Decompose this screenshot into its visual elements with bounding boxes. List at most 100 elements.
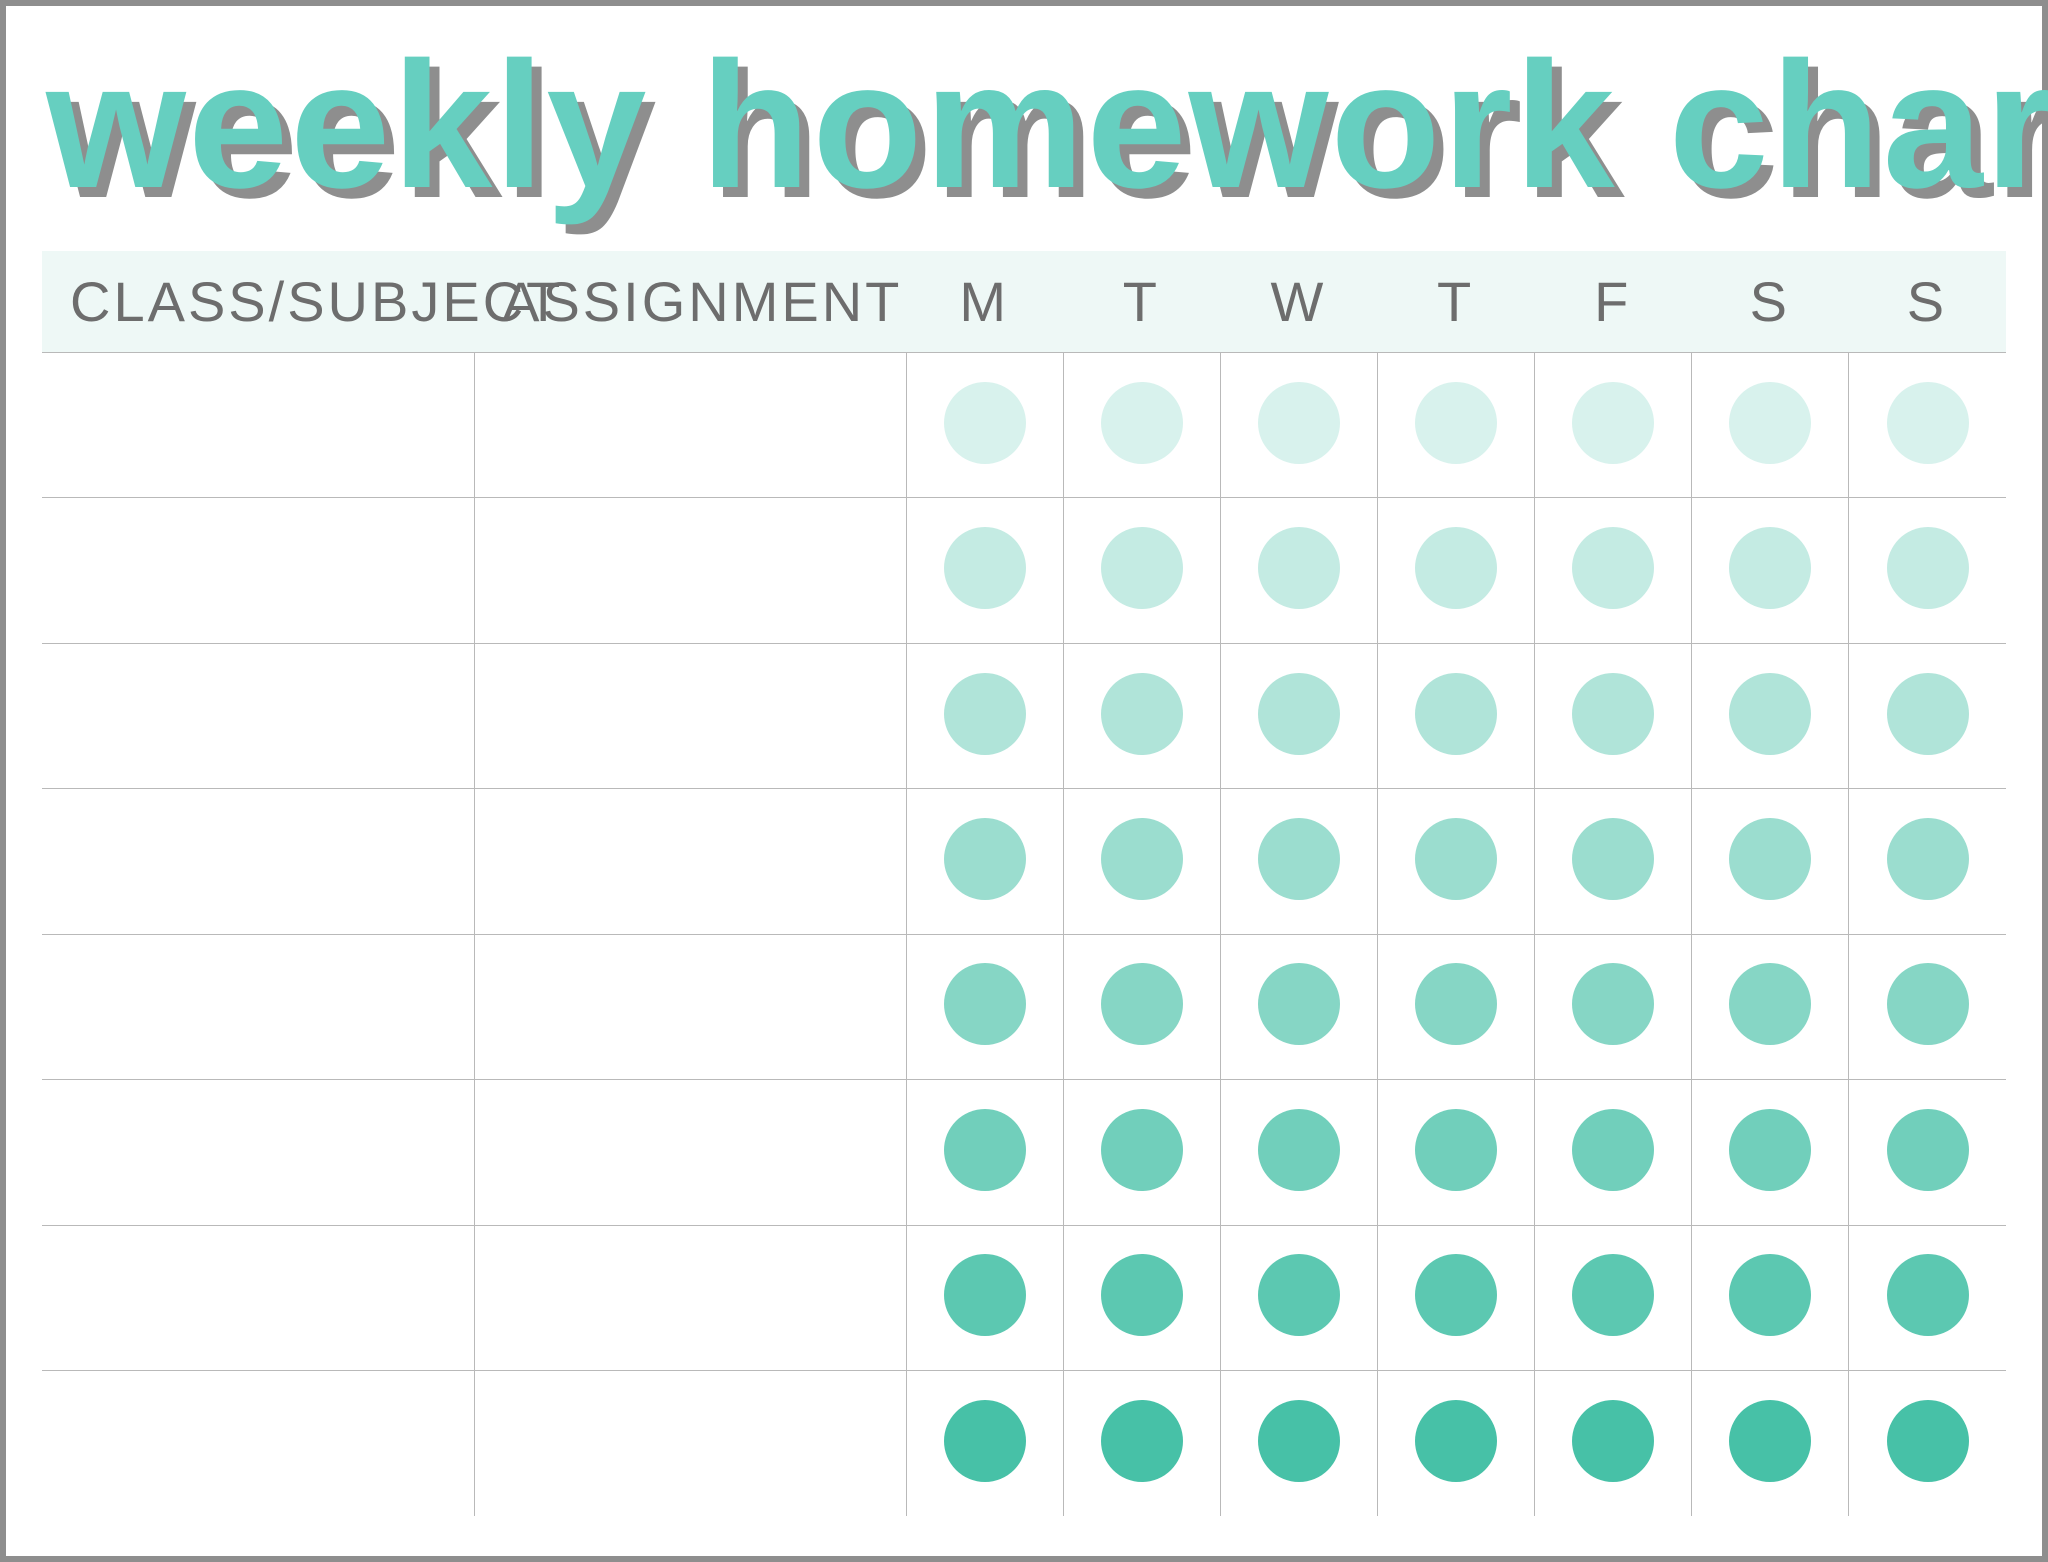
cell-day[interactable] bbox=[1849, 498, 2006, 643]
status-dot-icon bbox=[1258, 1400, 1340, 1482]
cell-subject[interactable] bbox=[42, 1371, 474, 1516]
cell-day[interactable] bbox=[906, 934, 1063, 1079]
status-dot-icon bbox=[1101, 818, 1183, 900]
cell-day[interactable] bbox=[1378, 353, 1535, 498]
cell-assignment[interactable] bbox=[474, 353, 906, 498]
cell-day[interactable] bbox=[1692, 1225, 1849, 1370]
cell-day[interactable] bbox=[1535, 1225, 1692, 1370]
status-dot-icon bbox=[1258, 818, 1340, 900]
cell-day[interactable] bbox=[906, 1225, 1063, 1370]
status-dot-icon bbox=[1729, 1109, 1811, 1191]
status-dot-icon bbox=[1572, 527, 1654, 609]
cell-day[interactable] bbox=[1220, 789, 1377, 934]
cell-day[interactable] bbox=[1378, 643, 1535, 788]
col-header-subject: CLASS/SUBJECT bbox=[42, 251, 474, 353]
cell-day[interactable] bbox=[1063, 1080, 1220, 1225]
cell-assignment[interactable] bbox=[474, 1371, 906, 1516]
cell-day[interactable] bbox=[1849, 789, 2006, 934]
cell-day[interactable] bbox=[906, 643, 1063, 788]
cell-day[interactable] bbox=[1535, 1371, 1692, 1516]
cell-day[interactable] bbox=[1063, 789, 1220, 934]
cell-assignment[interactable] bbox=[474, 1225, 906, 1370]
cell-day[interactable] bbox=[1378, 1080, 1535, 1225]
col-header-day-fri: F bbox=[1535, 251, 1692, 353]
cell-day[interactable] bbox=[1378, 1371, 1535, 1516]
col-header-day-sun: S bbox=[1849, 251, 2006, 353]
cell-day[interactable] bbox=[1220, 1080, 1377, 1225]
status-dot-icon bbox=[1101, 527, 1183, 609]
cell-day[interactable] bbox=[906, 1080, 1063, 1225]
cell-subject[interactable] bbox=[42, 1080, 474, 1225]
cell-day[interactable] bbox=[1378, 1225, 1535, 1370]
cell-day[interactable] bbox=[1692, 498, 1849, 643]
table-header-row: CLASS/SUBJECT ASSIGNMENT M T W T F S S bbox=[42, 251, 2006, 353]
cell-day[interactable] bbox=[1063, 353, 1220, 498]
cell-day[interactable] bbox=[1378, 934, 1535, 1079]
cell-day[interactable] bbox=[1535, 1080, 1692, 1225]
cell-subject[interactable] bbox=[42, 643, 474, 788]
cell-day[interactable] bbox=[1692, 1080, 1849, 1225]
cell-day[interactable] bbox=[1220, 1371, 1377, 1516]
cell-day[interactable] bbox=[906, 789, 1063, 934]
cell-day[interactable] bbox=[1535, 353, 1692, 498]
cell-day[interactable] bbox=[1220, 643, 1377, 788]
status-dot-icon bbox=[1572, 818, 1654, 900]
status-dot-icon bbox=[944, 818, 1026, 900]
cell-assignment[interactable] bbox=[474, 643, 906, 788]
cell-day[interactable] bbox=[1063, 498, 1220, 643]
cell-assignment[interactable] bbox=[474, 498, 906, 643]
homework-table: CLASS/SUBJECT ASSIGNMENT M T W T F S S bbox=[42, 251, 2006, 1516]
cell-subject[interactable] bbox=[42, 1225, 474, 1370]
status-dot-icon bbox=[1729, 673, 1811, 755]
cell-subject[interactable] bbox=[42, 789, 474, 934]
cell-day[interactable] bbox=[906, 353, 1063, 498]
cell-assignment[interactable] bbox=[474, 789, 906, 934]
cell-day[interactable] bbox=[1535, 643, 1692, 788]
col-header-day-thu: T bbox=[1378, 251, 1535, 353]
cell-day[interactable] bbox=[1063, 934, 1220, 1079]
cell-day[interactable] bbox=[1692, 789, 1849, 934]
status-dot-icon bbox=[1887, 818, 1969, 900]
cell-subject[interactable] bbox=[42, 353, 474, 498]
status-dot-icon bbox=[1258, 673, 1340, 755]
table-row bbox=[42, 789, 2006, 934]
cell-day[interactable] bbox=[1220, 353, 1377, 498]
cell-subject[interactable] bbox=[42, 934, 474, 1079]
cell-assignment[interactable] bbox=[474, 1080, 906, 1225]
cell-day[interactable] bbox=[1849, 1080, 2006, 1225]
cell-day[interactable] bbox=[1692, 353, 1849, 498]
cell-day[interactable] bbox=[906, 1371, 1063, 1516]
cell-day[interactable] bbox=[1692, 1371, 1849, 1516]
status-dot-icon bbox=[1258, 1254, 1340, 1336]
cell-day[interactable] bbox=[1849, 1225, 2006, 1370]
status-dot-icon bbox=[1258, 963, 1340, 1045]
table-row bbox=[42, 934, 2006, 1079]
cell-day[interactable] bbox=[1220, 1225, 1377, 1370]
cell-assignment[interactable] bbox=[474, 934, 906, 1079]
cell-day[interactable] bbox=[1692, 643, 1849, 788]
status-dot-icon bbox=[1101, 1400, 1183, 1482]
cell-day[interactable] bbox=[1692, 934, 1849, 1079]
cell-day[interactable] bbox=[1849, 934, 2006, 1079]
status-dot-icon bbox=[1572, 1254, 1654, 1336]
cell-day[interactable] bbox=[1220, 934, 1377, 1079]
cell-day[interactable] bbox=[1378, 498, 1535, 643]
cell-day[interactable] bbox=[1849, 1371, 2006, 1516]
cell-day[interactable] bbox=[1063, 643, 1220, 788]
cell-day[interactable] bbox=[1378, 789, 1535, 934]
cell-subject[interactable] bbox=[42, 498, 474, 643]
cell-day[interactable] bbox=[1063, 1371, 1220, 1516]
cell-day[interactable] bbox=[1220, 498, 1377, 643]
cell-day[interactable] bbox=[1849, 353, 2006, 498]
cell-day[interactable] bbox=[1535, 934, 1692, 1079]
status-dot-icon bbox=[1101, 1109, 1183, 1191]
cell-day[interactable] bbox=[1535, 498, 1692, 643]
col-header-assignment: ASSIGNMENT bbox=[474, 251, 906, 353]
cell-day[interactable] bbox=[1063, 1225, 1220, 1370]
cell-day[interactable] bbox=[906, 498, 1063, 643]
cell-day[interactable] bbox=[1849, 643, 2006, 788]
page-title: weekly homework chart bbox=[42, 30, 2006, 251]
status-dot-icon bbox=[1415, 1109, 1497, 1191]
status-dot-icon bbox=[1572, 382, 1654, 464]
cell-day[interactable] bbox=[1535, 789, 1692, 934]
